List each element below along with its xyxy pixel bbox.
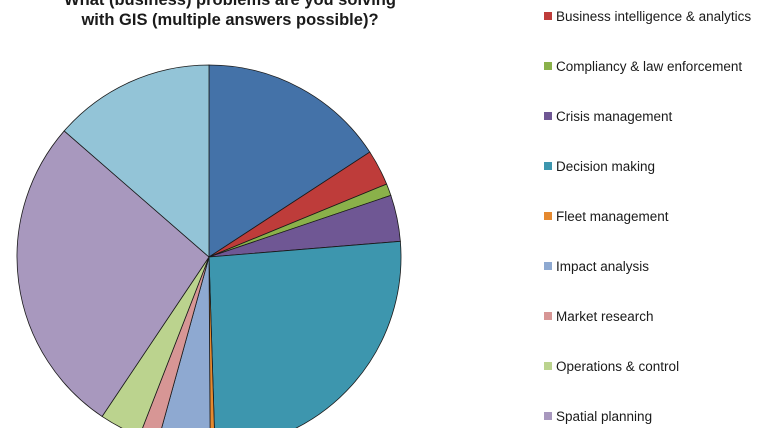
chart-title: What (business) problems are you solving… [40, 0, 420, 30]
legend-label: Compliancy & law enforcement [556, 58, 743, 74]
chart-title-line-1: What (business) problems are you solving [64, 0, 396, 9]
pie-slice-1 [208, 64, 371, 258]
legend-label: Market research [556, 308, 654, 324]
legend-item-4: Crisis management [544, 108, 672, 124]
legend-label: Operations & control [556, 358, 680, 374]
legend-swatch [544, 162, 552, 170]
chart-title-line-2: with GIS (multiple answers possible)? [81, 11, 379, 29]
legend-label: Crisis management [556, 108, 673, 124]
legend-item-2: Business intelligence & analytics [544, 8, 751, 24]
pie-slice-11 [63, 64, 210, 258]
legend-label: Decision making [556, 158, 656, 174]
legend-item-10: Spatial planning [544, 408, 652, 424]
legend-swatch [544, 262, 552, 270]
pie-slice-10 [16, 130, 210, 418]
legend-item-8: Market research [544, 308, 654, 324]
legend-item-5: Decision making [544, 158, 655, 174]
legend-item-9: Operations & control [544, 358, 679, 374]
legend-label: Spatial planning [556, 408, 653, 424]
legend-label: Business intelligence & analytics [556, 8, 752, 24]
legend-item-6: Fleet management [544, 208, 669, 224]
pie-chart [16, 64, 402, 428]
legend-swatch [544, 312, 552, 320]
legend-label: Impact analysis [556, 258, 650, 274]
pie-slice-5 [208, 240, 402, 428]
legend-label: Fleet management [556, 208, 669, 224]
legend-swatch [544, 12, 552, 20]
legend-item-7: Impact analysis [544, 258, 649, 274]
legend-swatch [544, 62, 552, 70]
legend-swatch [544, 112, 552, 120]
legend-swatch [544, 362, 552, 370]
pie-slice-6 [208, 256, 215, 428]
legend-item-3: Compliancy & law enforcement [544, 58, 742, 74]
legend-swatch [544, 412, 552, 420]
chart-legend: Business intelligence & analytics Complia… [544, 0, 760, 428]
legend-swatch [544, 212, 552, 220]
